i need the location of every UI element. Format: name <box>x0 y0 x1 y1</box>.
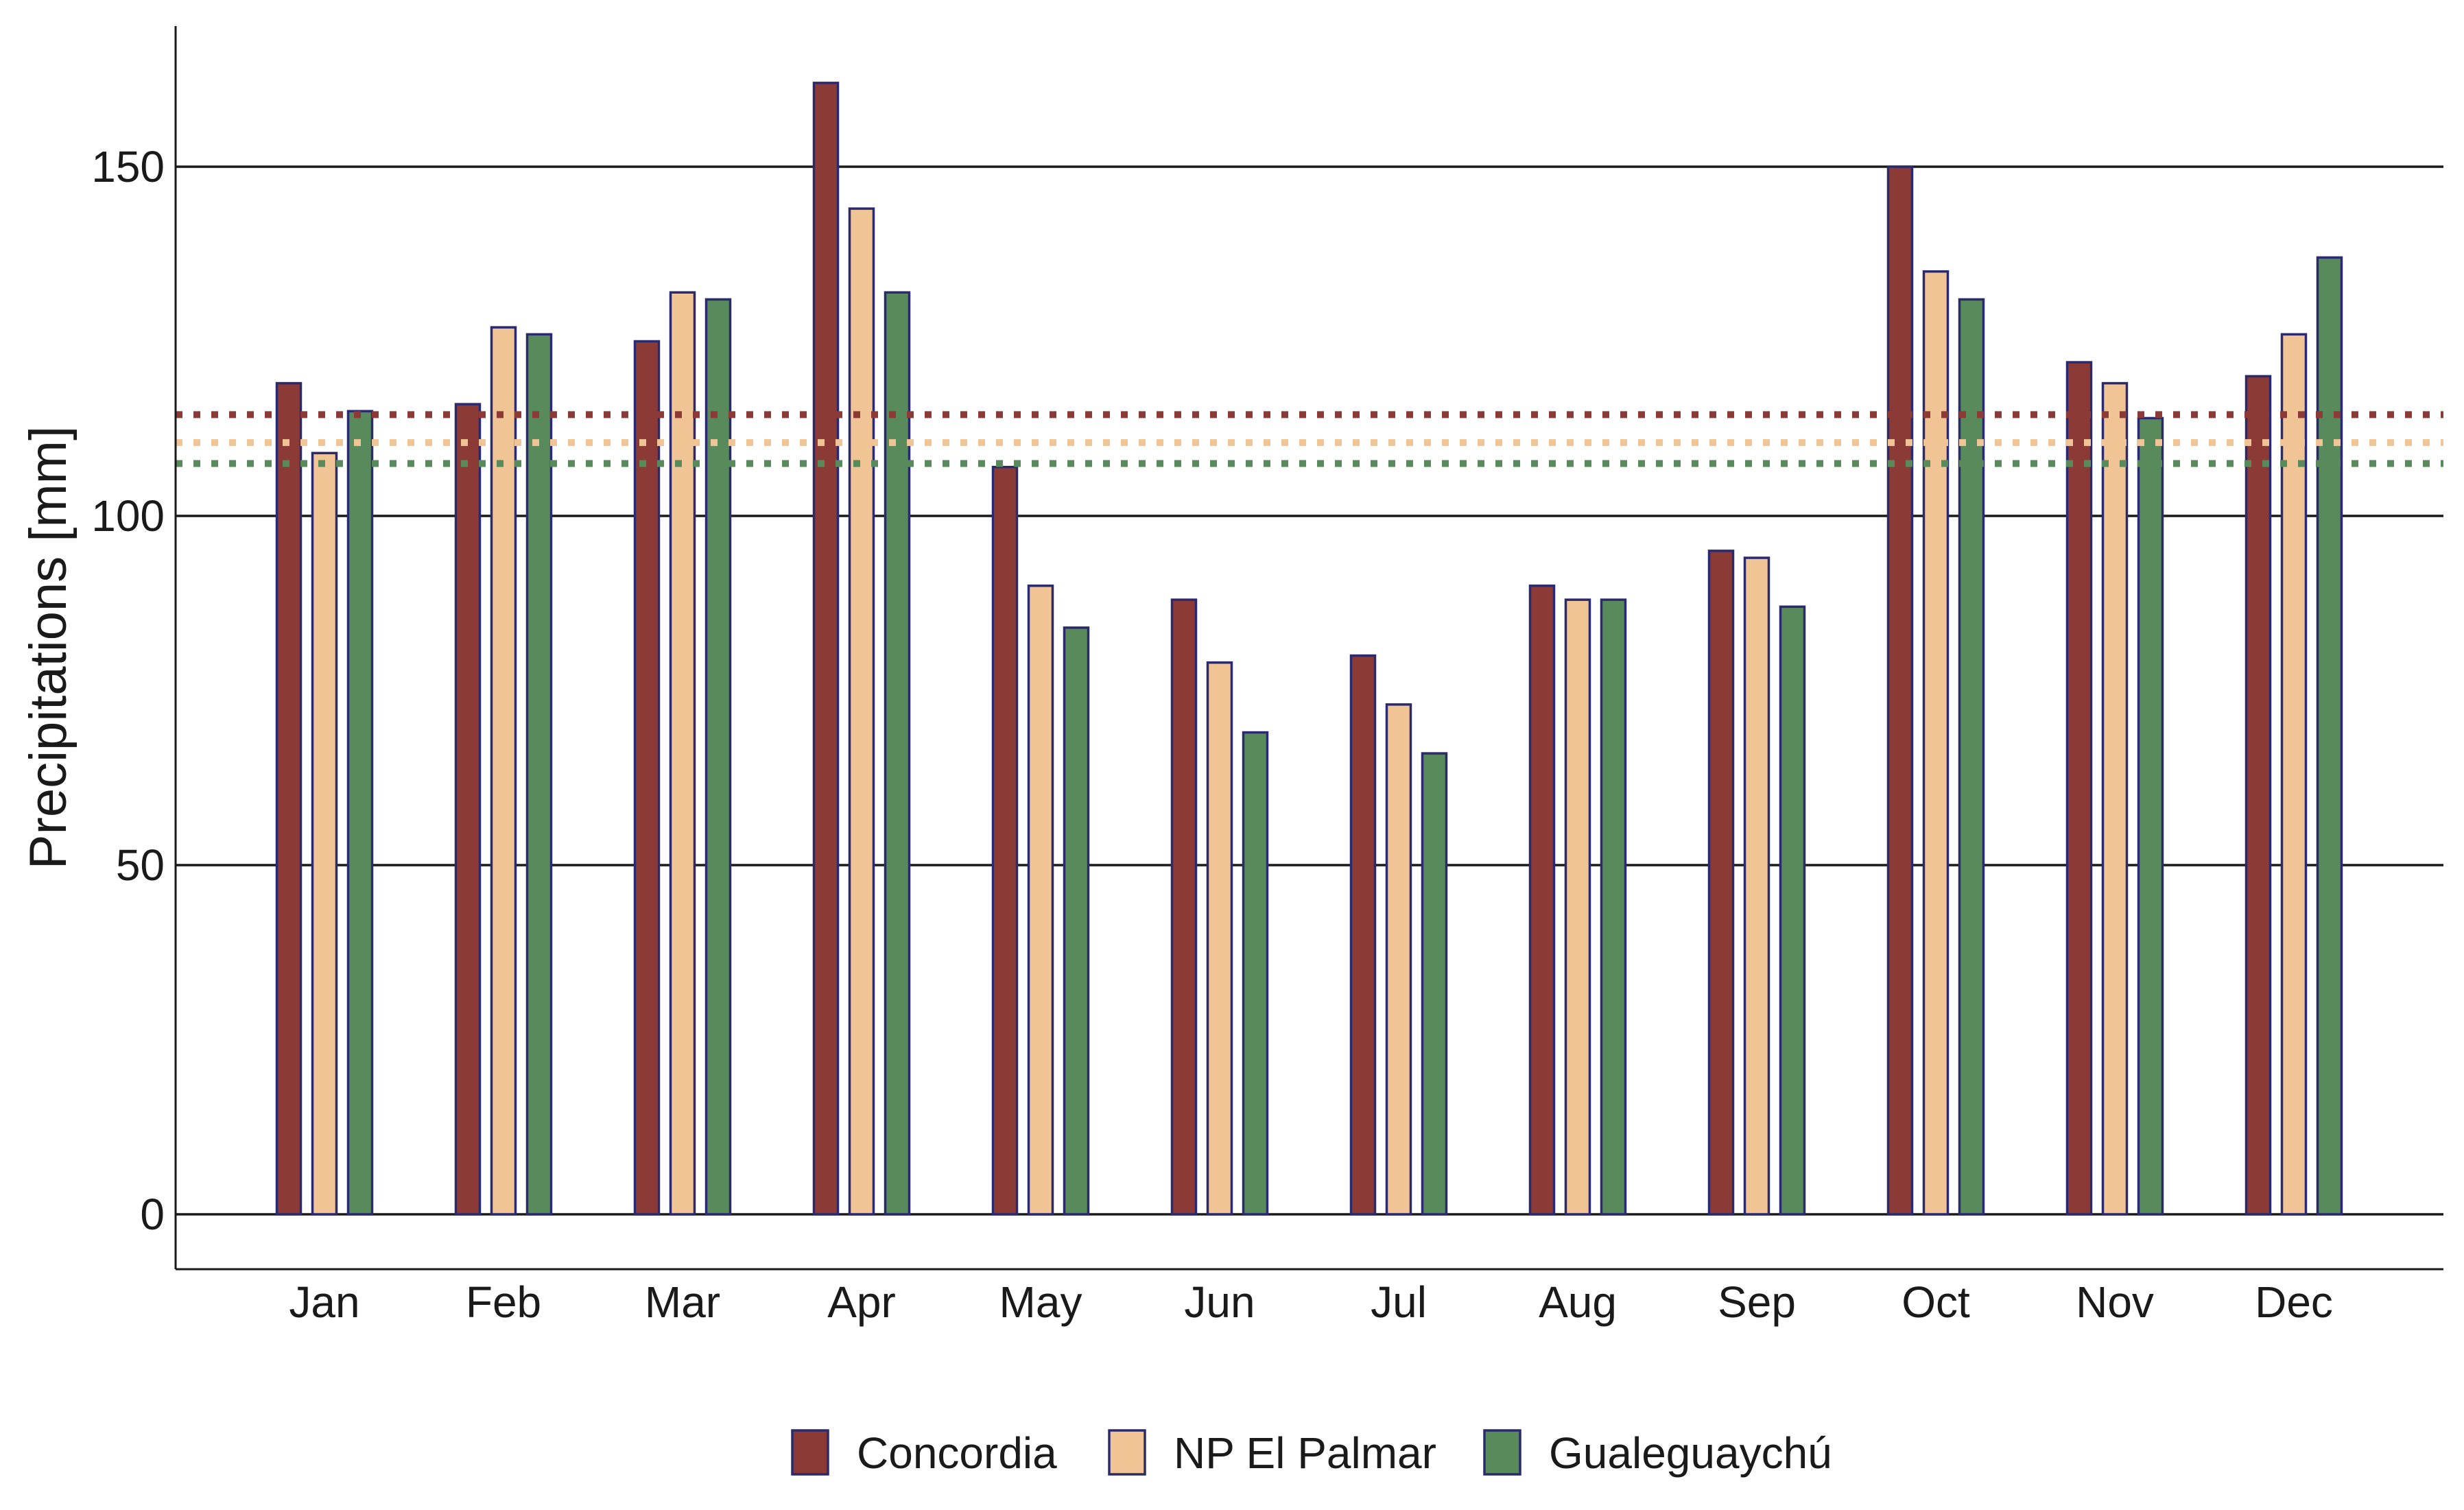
bar-may-2 <box>1027 585 1054 1216</box>
bar-jun-2 <box>1206 661 1233 1216</box>
bar-may-3 <box>1063 626 1090 1216</box>
bar-feb-1 <box>454 403 482 1216</box>
y-tick-label: 0 <box>140 1190 165 1239</box>
bar-sep-3 <box>1779 605 1806 1216</box>
mean-lines <box>176 411 2443 467</box>
y-tick-label: 150 <box>91 142 165 191</box>
bar-feb-3 <box>525 333 553 1216</box>
bars <box>275 82 2343 1216</box>
x-tick-label-nov: Nov <box>2076 1277 2154 1327</box>
bar-mar-1 <box>633 340 661 1216</box>
legend-swatch-3 <box>1483 1429 1521 1476</box>
bar-sep-1 <box>1707 550 1735 1216</box>
bar-jun-3 <box>1242 731 1269 1216</box>
y-axis-label: Precipitations [mm] <box>19 426 78 869</box>
x-tick-labels: Jan Feb Mar Apr May Jun Jul Aug Sep Oct Nov Dec <box>289 1277 2333 1327</box>
legend-swatch-2 <box>1108 1429 1146 1476</box>
x-tick-label-mar: Mar <box>645 1277 720 1327</box>
bar-jul-1 <box>1349 654 1377 1216</box>
x-tick-label-jun: Jun <box>1184 1277 1255 1327</box>
x-tick-label-apr: Apr <box>827 1277 896 1327</box>
x-tick-label-jan: Jan <box>289 1277 359 1327</box>
x-tick-label-oct: Oct <box>1902 1277 1970 1327</box>
bar-apr-2 <box>848 207 875 1216</box>
bar-jun-1 <box>1170 598 1198 1216</box>
y-tick-label: 50 <box>116 840 165 890</box>
legend-label-1: Concordia <box>857 1428 1057 1478</box>
gridlines <box>176 165 2443 1216</box>
bar-nov-3 <box>2137 416 2164 1216</box>
bar-jan-1 <box>275 381 303 1216</box>
bar-apr-1 <box>812 82 840 1216</box>
bar-aug-1 <box>1528 585 1556 1216</box>
bar-aug-3 <box>1600 598 1627 1216</box>
x-tick-label-feb: Feb <box>466 1277 541 1327</box>
bar-nov-1 <box>2065 361 2093 1216</box>
bar-nov-2 <box>2101 381 2129 1216</box>
bar-feb-2 <box>490 326 517 1216</box>
bar-oct-2 <box>1922 270 1950 1216</box>
bar-apr-3 <box>884 291 911 1216</box>
bar-jul-3 <box>1421 752 1448 1216</box>
x-tick-label-aug: Aug <box>1539 1277 1617 1327</box>
bar-dec-2 <box>2280 333 2308 1216</box>
x-tick-label-dec: Dec <box>2255 1277 2333 1327</box>
y-tick-label: 100 <box>91 491 165 541</box>
axes <box>174 26 2443 1271</box>
bar-jan-2 <box>311 451 338 1216</box>
bar-may-1 <box>991 465 1019 1216</box>
bar-aug-2 <box>1564 598 1591 1216</box>
legend: Concordia NP El Palmar Gualeguaychú <box>791 1428 1832 1478</box>
bar-dec-1 <box>2244 375 2272 1216</box>
bar-mar-3 <box>704 298 732 1216</box>
legend-label-2: NP El Palmar <box>1174 1428 1436 1478</box>
bar-jan-3 <box>346 410 374 1216</box>
x-tick-label-sep: Sep <box>1718 1277 1796 1327</box>
bar-oct-1 <box>1886 165 1914 1216</box>
bar-oct-3 <box>1958 298 1985 1216</box>
x-tick-label-may: May <box>999 1277 1082 1327</box>
x-tick-label-jul: Jul <box>1371 1277 1427 1327</box>
bar-sep-2 <box>1743 556 1770 1216</box>
bar-dec-3 <box>2316 256 2343 1216</box>
y-tick-labels: 0 50 100 150 <box>91 142 165 1239</box>
bar-jul-2 <box>1385 703 1412 1216</box>
legend-label-3: Gualeguaychú <box>1549 1428 1832 1478</box>
bar-mar-2 <box>669 291 696 1216</box>
legend-swatch-1 <box>791 1429 829 1476</box>
